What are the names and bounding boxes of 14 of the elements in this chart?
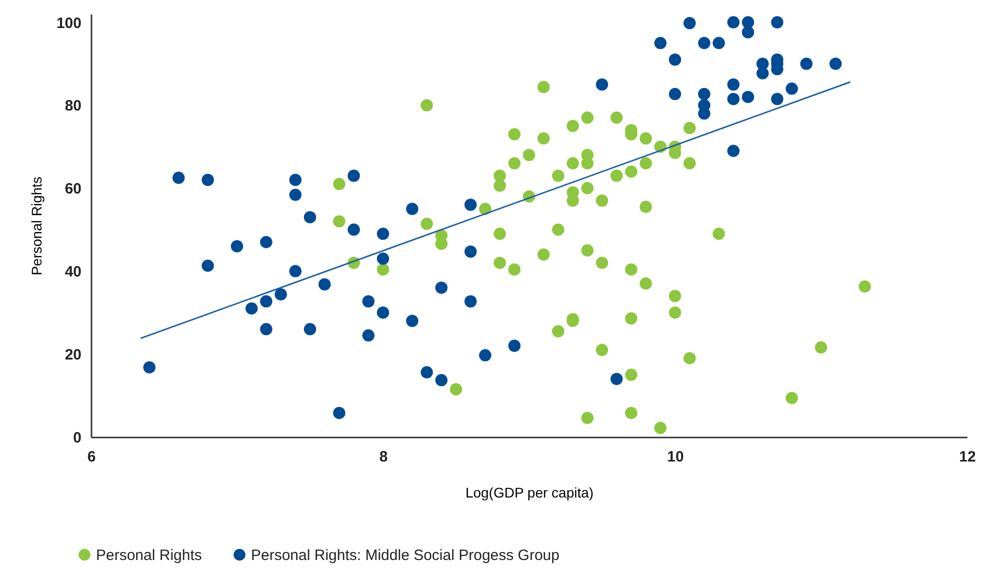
legend-label: Personal Rights: Middle Social Progess Group [251, 546, 560, 564]
x-axis-title: Log(GDP per capita) [465, 484, 594, 500]
y-tick-label: 80 [64, 98, 82, 115]
y-tick-label: 0 [73, 430, 82, 446]
y-tick-label: 20 [64, 346, 82, 364]
legend-label: Personal Rights [96, 546, 202, 564]
x-tick-label: 6 [87, 448, 96, 466]
y-axis-title: Personal Rights [28, 176, 44, 276]
x-tick-label: 8 [379, 448, 388, 466]
x-tick-label: 12 [959, 448, 976, 466]
x-tick-label: 10 [667, 448, 684, 466]
y-tick-label: 100 [56, 14, 82, 32]
y-tick-label: 40 [64, 264, 82, 281]
y-tick-label: 60 [64, 180, 82, 198]
